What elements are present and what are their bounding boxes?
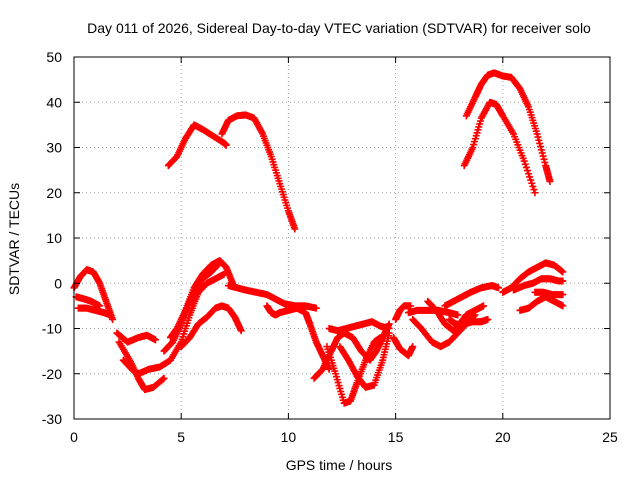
data-point-marker — [559, 291, 567, 299]
series-track-1 — [164, 121, 230, 170]
y-tick-label: -20 — [42, 366, 62, 382]
y-tick-label: 20 — [46, 185, 62, 201]
data-point-marker — [528, 179, 536, 187]
series-track-13 — [177, 302, 245, 351]
y-tick-label: 0 — [54, 275, 62, 291]
data-point-marker — [535, 136, 543, 144]
x-tick-label: 0 — [70, 429, 78, 445]
x-tick-label: 10 — [281, 429, 297, 445]
y-axis-label: SDTVAR / TECUs — [6, 183, 22, 295]
tick-layer: 0 5 10 15 20 25 -30 -20 -10 0 10 20 30 40 50 — [42, 49, 618, 445]
series-track-6 — [72, 293, 104, 310]
data-point-marker — [525, 170, 533, 178]
data-point-marker — [531, 189, 539, 197]
data-point-marker — [222, 141, 230, 149]
series-track-15 — [263, 302, 333, 373]
data-point-marker — [527, 176, 535, 184]
series-track-26 — [445, 315, 492, 328]
data-point-marker — [385, 329, 393, 337]
series-track-8 — [113, 329, 159, 346]
data-point-marker — [538, 149, 546, 157]
data-point-marker — [409, 343, 417, 351]
data-point-marker — [521, 160, 529, 168]
series-track-5 — [70, 266, 117, 323]
data-point-marker — [109, 315, 117, 323]
data-point-marker — [291, 225, 299, 233]
x-tick-label: 15 — [388, 429, 404, 445]
data-point-marker — [534, 133, 542, 141]
series-track-17 — [323, 334, 385, 407]
series-track-21 — [389, 334, 417, 360]
y-tick-label: 50 — [46, 49, 62, 65]
data-point-marker — [520, 157, 528, 165]
data-point-marker — [537, 146, 545, 154]
data-point-marker — [539, 152, 547, 160]
data-point-marker — [495, 284, 503, 292]
series-track-12 — [166, 257, 237, 342]
series-track-19 — [336, 329, 393, 391]
series-track-25 — [441, 282, 503, 310]
data-point-marker — [325, 365, 333, 373]
x-tick-label: 25 — [602, 429, 618, 445]
data-point-marker — [540, 155, 548, 163]
y-tick-label: -10 — [42, 321, 62, 337]
x-tick-label: 20 — [495, 429, 511, 445]
data-point-marker — [529, 182, 537, 190]
series-track-3 — [460, 98, 539, 197]
series-track-28 — [510, 275, 567, 294]
data-point-marker — [522, 163, 530, 171]
data-point-marker — [523, 167, 531, 175]
data-point-marker — [159, 375, 167, 383]
series-track-2 — [218, 111, 299, 233]
data-point-marker — [546, 177, 554, 185]
data-point-marker — [237, 327, 245, 335]
series-track-30 — [531, 288, 567, 299]
y-tick-label: -30 — [42, 411, 62, 427]
y-tick-label: 30 — [46, 140, 62, 156]
data-point-marker — [541, 158, 549, 166]
chart-title: Day 011 of 2026, Sidereal Day-to-day VTE… — [87, 20, 591, 36]
data-point-marker — [536, 139, 544, 147]
data-layer — [70, 69, 567, 407]
data-point-marker — [533, 130, 541, 138]
data-point-marker — [559, 277, 567, 285]
data-point-marker — [526, 173, 534, 181]
data-point-marker — [377, 334, 385, 342]
series-track-7 — [74, 304, 114, 319]
data-point-marker — [407, 302, 415, 310]
series-track-20 — [392, 302, 415, 323]
data-point-marker — [530, 186, 538, 194]
data-point-marker — [312, 304, 320, 312]
series-track-14 — [224, 282, 320, 312]
x-axis-label: GPS time / hours — [286, 457, 393, 473]
series-track-4 — [462, 69, 554, 185]
series-track-18 — [325, 318, 393, 335]
data-point-marker — [106, 311, 114, 319]
data-point-marker — [160, 374, 168, 382]
y-tick-label: 40 — [46, 94, 62, 110]
data-point-marker — [151, 336, 159, 344]
data-point-marker — [537, 143, 545, 151]
series-track-10 — [119, 270, 228, 378]
data-point-marker — [454, 311, 462, 319]
x-tick-label: 5 — [177, 429, 185, 445]
data-point-marker — [559, 268, 567, 276]
data-point-marker — [559, 302, 567, 310]
data-point-marker — [484, 315, 492, 323]
data-point-marker — [480, 302, 488, 310]
y-tick-label: 10 — [46, 230, 62, 246]
